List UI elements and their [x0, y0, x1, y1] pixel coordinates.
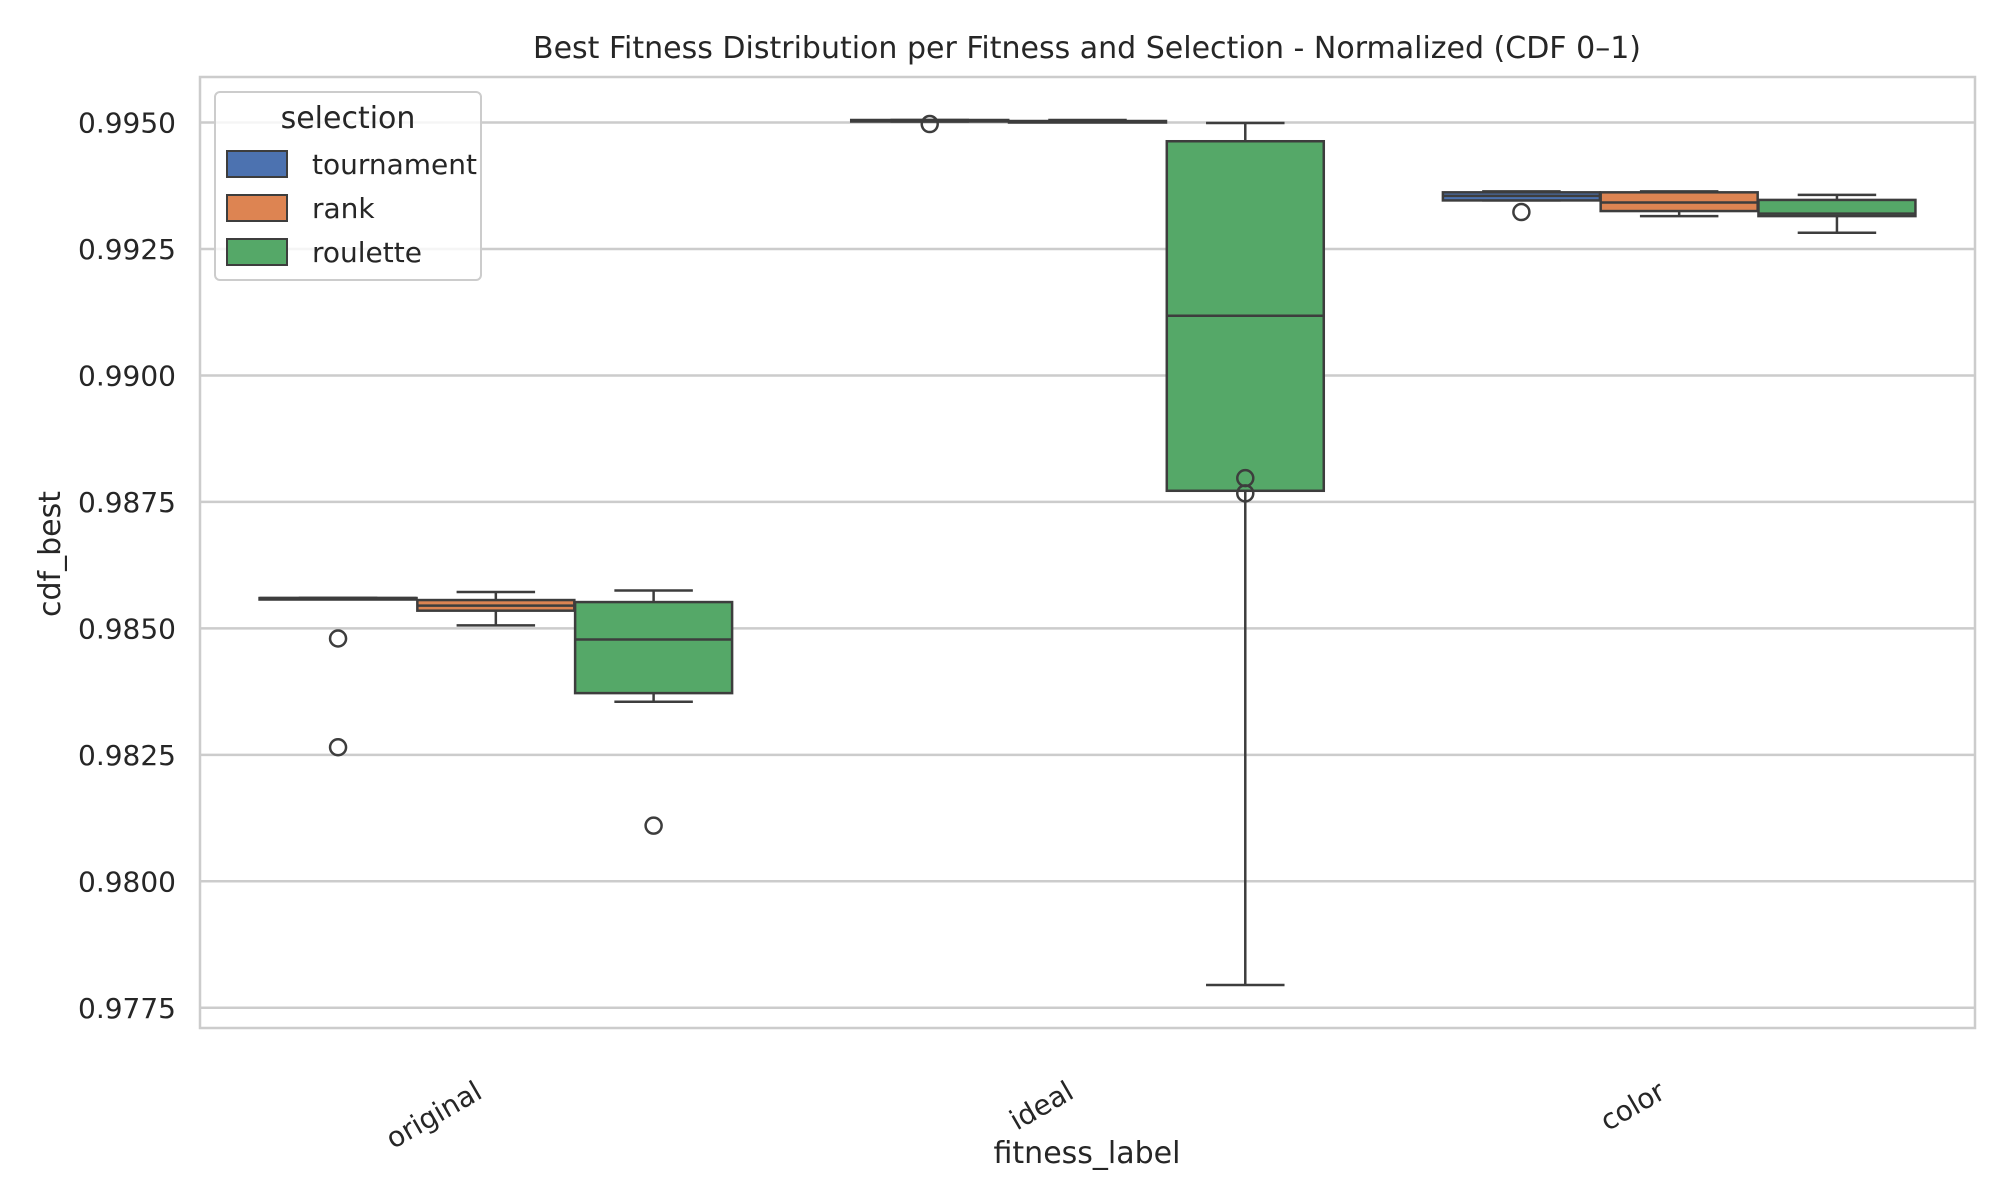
outlier-point [1236, 484, 1255, 503]
chart-title: Best Fitness Distribution per Fitness an… [533, 31, 1641, 66]
outlier-point [1512, 202, 1531, 222]
box-roulette-original [573, 589, 734, 835]
box-rank-ideal [1007, 118, 1168, 124]
legend: selection tournament rank roulette [214, 91, 482, 281]
y-tick-label: 0.9900 [78, 359, 176, 392]
x-tick-label: original [380, 1074, 487, 1155]
y-tick-label: 0.9850 [78, 612, 176, 645]
x-tick-label: color [1594, 1074, 1671, 1137]
y-tick-label: 0.9925 [78, 233, 176, 266]
legend-title: selection [281, 101, 416, 136]
y-axis-title: cdf_best [33, 491, 68, 617]
y-tick-label: 0.9950 [78, 107, 176, 140]
plot-area [198, 75, 1977, 1030]
outlier-point [328, 738, 348, 757]
y-tick-label: 0.9875 [78, 486, 176, 519]
legend-swatch-tournament [226, 150, 288, 178]
y-tick-label: 0.9825 [78, 739, 176, 772]
box-roulette-color [1757, 193, 1917, 235]
legend-label-tournament: tournament [312, 148, 477, 181]
box-rank-color [1599, 190, 1759, 218]
box-iqr [573, 600, 734, 695]
y-tick-label: 0.9775 [78, 992, 176, 1025]
box-layer [258, 114, 1917, 987]
legend-swatch-rank [226, 194, 288, 222]
x-axis-title: fitness_label [994, 1136, 1181, 1171]
outlier-point [920, 114, 939, 134]
box-iqr [1757, 198, 1917, 218]
legend-label-rank: rank [312, 192, 375, 225]
box-tournament-ideal [849, 114, 1010, 134]
y-tick-label: 0.9800 [78, 865, 176, 898]
outlier-point [328, 629, 348, 648]
legend-label-roulette: roulette [312, 236, 422, 269]
legend-frame [214, 91, 482, 281]
grid-layer [200, 121, 1975, 1010]
x-tick-label: ideal [1004, 1074, 1079, 1136]
legend-swatch-roulette [226, 238, 288, 266]
box-roulette-ideal [1165, 121, 1326, 987]
box-tournament-original [258, 596, 418, 757]
outlier-point [644, 816, 663, 835]
